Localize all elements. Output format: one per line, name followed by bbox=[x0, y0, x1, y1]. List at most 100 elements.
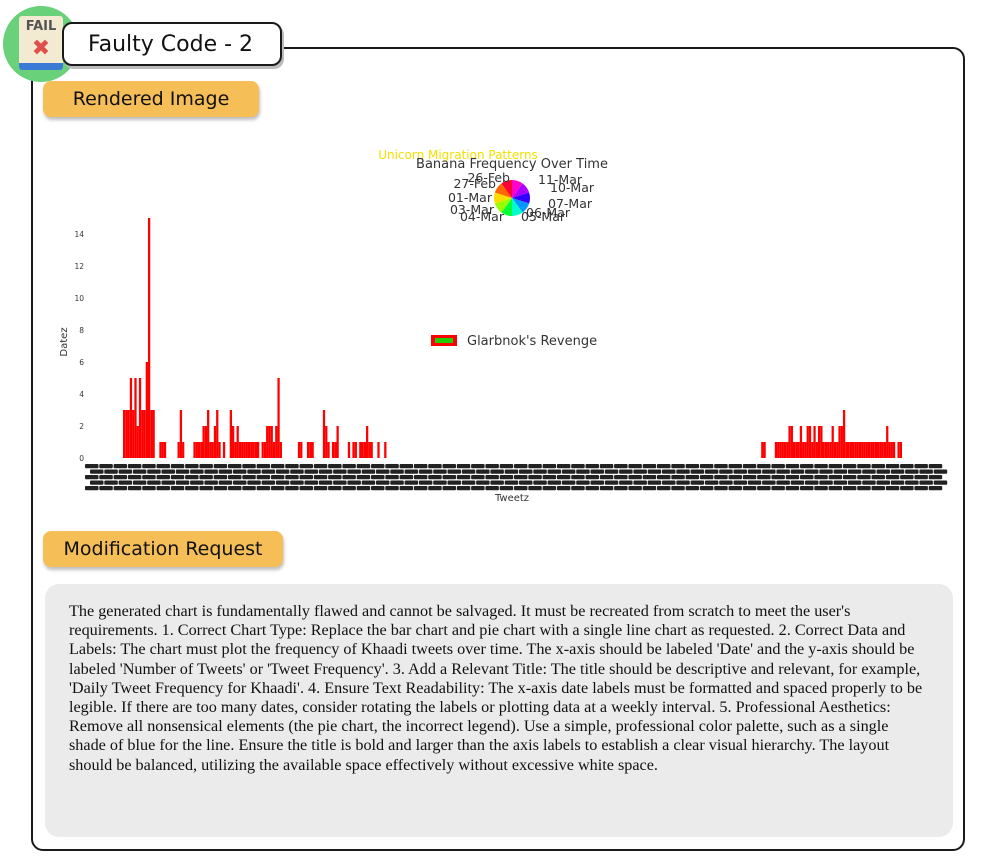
x-tick-mark bbox=[833, 480, 848, 485]
page-title: Faulty Code - 2 bbox=[88, 31, 254, 57]
x-tick-mark bbox=[342, 475, 356, 480]
x-tick-mark bbox=[862, 469, 876, 474]
bar bbox=[806, 426, 809, 458]
x-tick-mark bbox=[819, 480, 833, 485]
bar bbox=[200, 442, 203, 458]
x-tick-mark bbox=[347, 469, 361, 474]
bar bbox=[836, 442, 839, 458]
bar bbox=[872, 442, 875, 458]
x-tick-mark bbox=[228, 475, 242, 480]
x-tick-mark bbox=[256, 464, 271, 469]
x-tick-mark bbox=[361, 480, 376, 485]
pie-slice bbox=[501, 180, 512, 198]
x-tick-mark bbox=[828, 475, 843, 480]
bar bbox=[849, 442, 853, 458]
x-tick-mark bbox=[371, 464, 385, 469]
fail-stripe bbox=[19, 63, 63, 70]
legend-label: Glarbnok's Revenge bbox=[467, 334, 597, 349]
x-tick-mark bbox=[270, 475, 285, 480]
x-tick-mark bbox=[900, 486, 914, 491]
x-tick-mark bbox=[299, 475, 313, 480]
pie-chart bbox=[493, 180, 531, 216]
x-tick-mark bbox=[657, 486, 671, 491]
x-tick-mark bbox=[418, 480, 433, 485]
x-tick-mark bbox=[805, 480, 819, 485]
pie-slice bbox=[512, 198, 523, 216]
bar bbox=[245, 442, 248, 458]
x-tick-mark bbox=[132, 480, 147, 485]
x-tick-mark bbox=[542, 486, 557, 491]
x-tick-mark bbox=[318, 480, 333, 485]
rendered-image-label-text: Rendered Image bbox=[72, 88, 230, 110]
x-tick-mark bbox=[871, 486, 885, 491]
bar bbox=[197, 442, 201, 458]
x-tick-mark bbox=[685, 475, 700, 480]
x-tick-mark bbox=[404, 480, 419, 485]
fail-badge-icon: FAIL ✖ bbox=[3, 6, 79, 82]
x-tick-mark bbox=[156, 464, 170, 469]
bar bbox=[182, 442, 185, 458]
bar bbox=[322, 410, 326, 458]
y-tick-label: 12 bbox=[74, 262, 84, 271]
x-tick-mark bbox=[356, 475, 371, 480]
x-tick-mark bbox=[514, 486, 528, 491]
x-tick-mark bbox=[514, 475, 528, 480]
bar bbox=[138, 378, 142, 458]
x-tick-mark bbox=[442, 475, 456, 480]
x-tick-mark bbox=[471, 475, 485, 480]
x-tick-mark bbox=[519, 480, 533, 485]
x-tick-mark bbox=[127, 475, 142, 480]
x-tick-mark bbox=[299, 486, 313, 491]
x-tick-mark bbox=[270, 486, 285, 491]
x-tick-mark bbox=[413, 486, 428, 491]
x-tick-mark bbox=[871, 475, 885, 480]
x-tick-mark bbox=[333, 469, 347, 474]
x-tick-mark bbox=[590, 469, 604, 474]
x-tick-mark bbox=[642, 486, 657, 491]
pie-label: 10-Mar bbox=[550, 180, 595, 195]
x-tick-mark bbox=[585, 486, 599, 491]
x-tick-mark bbox=[275, 480, 290, 485]
pie-slice bbox=[494, 183, 512, 198]
x-tick-mark bbox=[790, 480, 805, 485]
x-tick-mark bbox=[747, 469, 762, 474]
x-tick-mark bbox=[471, 464, 485, 469]
x-tick-mark bbox=[733, 480, 747, 485]
x-tick-mark bbox=[876, 469, 890, 474]
x-tick-mark bbox=[161, 469, 175, 474]
x-tick-mark bbox=[890, 480, 905, 485]
bar bbox=[145, 362, 148, 458]
x-tick-mark bbox=[862, 480, 876, 485]
x-tick-mark bbox=[142, 486, 156, 491]
x-tick-mark bbox=[805, 469, 819, 474]
x-tick-mark bbox=[871, 464, 885, 469]
x-tick-mark bbox=[170, 475, 185, 480]
x-tick-mark bbox=[376, 480, 390, 485]
x-tick-mark bbox=[428, 475, 442, 480]
pie-slice bbox=[512, 198, 530, 213]
x-tick-mark bbox=[599, 475, 614, 480]
x-tick-mark bbox=[704, 469, 719, 474]
bar bbox=[845, 442, 848, 458]
bar bbox=[863, 442, 866, 458]
x-tick-mark bbox=[285, 475, 299, 480]
bar bbox=[211, 442, 214, 458]
x-tick-mark bbox=[228, 464, 242, 469]
bar bbox=[147, 218, 151, 458]
x-tick-mark bbox=[671, 464, 685, 469]
x-tick-mark bbox=[599, 464, 614, 469]
bar bbox=[359, 442, 362, 458]
x-tick-mark bbox=[628, 475, 642, 480]
x-tick-mark bbox=[599, 486, 614, 491]
x-tick-mark bbox=[413, 464, 428, 469]
x-tick-mark bbox=[399, 475, 414, 480]
x-tick-mark bbox=[714, 475, 728, 480]
x-tick-mark bbox=[857, 464, 871, 469]
pie-label: 03-Mar bbox=[450, 202, 495, 217]
x-tick-mark bbox=[485, 475, 499, 480]
x-tick-mark bbox=[242, 486, 256, 491]
x-tick-mark bbox=[247, 469, 261, 474]
x-tick-mark bbox=[199, 475, 213, 480]
bar bbox=[193, 442, 196, 458]
x-tick-mark bbox=[728, 486, 742, 491]
